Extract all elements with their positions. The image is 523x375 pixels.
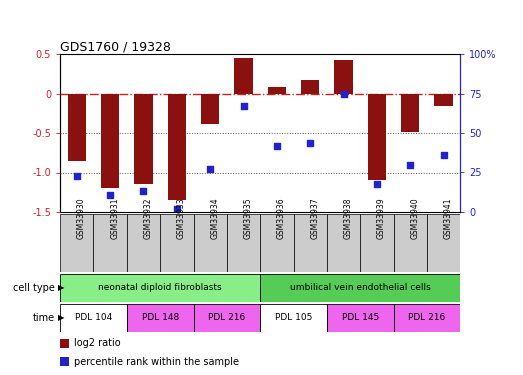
Bar [327,304,393,332]
Bar [194,304,260,332]
Point [139,188,147,194]
Bar [427,214,460,272]
Bar [394,214,427,272]
Bar [360,214,393,272]
Text: PDL 216: PDL 216 [208,314,245,322]
Text: umbilical vein endothelial cells: umbilical vein endothelial cells [290,284,430,292]
Point [272,143,281,149]
Point [173,206,181,212]
Bar [134,94,153,184]
Bar [60,214,94,272]
Bar [260,274,460,302]
Text: neonatal diploid fibroblasts: neonatal diploid fibroblasts [98,284,222,292]
Bar [201,94,219,124]
Text: GSM33940: GSM33940 [410,198,419,239]
Bar [194,214,227,272]
Bar [301,80,320,94]
Bar [401,94,419,132]
Text: PDL 216: PDL 216 [408,314,446,322]
Point [73,172,81,178]
Text: GSM33934: GSM33934 [210,198,219,239]
Text: log2 ratio: log2 ratio [74,338,121,348]
Point [306,140,314,146]
Text: GSM33931: GSM33931 [110,198,119,239]
Point [106,192,115,198]
Bar [60,304,127,332]
Bar [260,304,327,332]
Bar [101,94,119,188]
Point [206,166,214,172]
Point [339,91,348,97]
Text: GSM33939: GSM33939 [377,198,386,239]
Bar [227,214,260,272]
Text: ▶: ▶ [58,284,64,292]
Bar [160,214,194,272]
Bar [234,57,253,94]
Bar [435,94,453,106]
Bar [368,94,386,180]
Text: PDL 148: PDL 148 [142,314,179,322]
Text: cell type: cell type [13,283,55,293]
Text: PDL 104: PDL 104 [75,314,112,322]
Text: GSM33930: GSM33930 [77,198,86,239]
Point [373,180,381,186]
Bar [293,214,327,272]
Bar [60,339,69,348]
Text: time: time [33,313,55,323]
Text: GSM33935: GSM33935 [244,198,253,239]
Text: GSM33941: GSM33941 [444,198,452,239]
Bar [334,60,353,94]
Point [439,152,448,158]
Text: GSM33938: GSM33938 [344,198,353,239]
Bar [67,94,86,160]
Text: ▶: ▶ [58,314,64,322]
Text: GDS1760 / 19328: GDS1760 / 19328 [60,40,171,53]
Bar [394,304,460,332]
Text: PDL 105: PDL 105 [275,314,312,322]
Text: GSM33933: GSM33933 [177,198,186,239]
Bar [60,274,260,302]
Point [406,162,414,168]
Bar [94,214,127,272]
Bar [168,94,186,200]
Text: GSM33936: GSM33936 [277,198,286,239]
Bar [268,87,286,94]
Text: percentile rank within the sample: percentile rank within the sample [74,357,239,367]
Text: GSM33932: GSM33932 [143,198,153,239]
Bar [127,304,194,332]
Bar [327,214,360,272]
Text: GSM33937: GSM33937 [310,198,319,239]
Bar [60,357,69,366]
Bar [127,214,160,272]
Text: PDL 145: PDL 145 [342,314,379,322]
Bar [260,214,293,272]
Point [240,104,248,110]
